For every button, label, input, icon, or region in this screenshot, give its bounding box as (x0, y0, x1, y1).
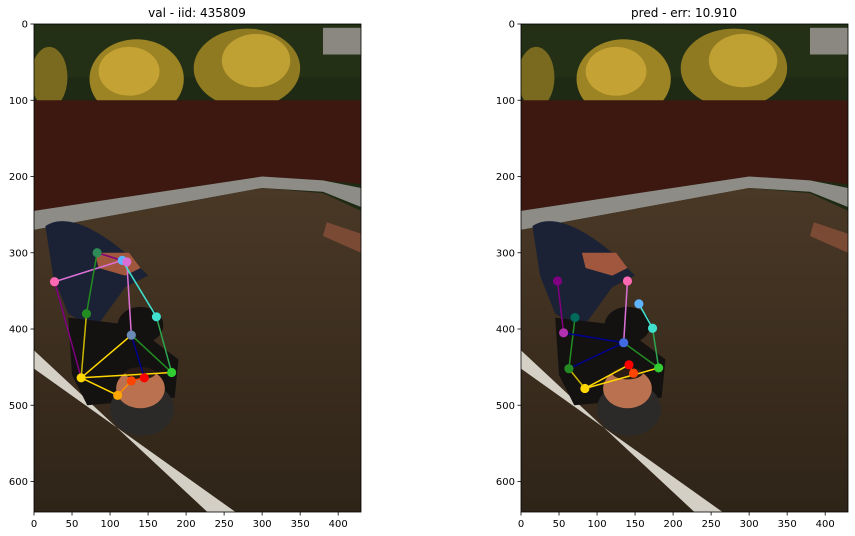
panel-pred-keypoints (552, 276, 664, 394)
panel-val-xtick-label-250: 250 (215, 519, 234, 530)
panel-val: val - iid: 435809 0 50 100 150 200 250 300 350 4… (9, 6, 362, 530)
panel-pred-bone-9 (568, 341, 625, 370)
panel-val-bone-14 (53, 280, 82, 379)
panel-pred-x-axis: 0 50 100 150 200 250 300 350 400 (518, 512, 835, 530)
panel-val-ytick-label-600: 600 (9, 477, 28, 488)
panel-pred-xtick-label-150: 150 (626, 519, 645, 530)
panel-val-frame (33, 23, 362, 513)
panel-val-xtick-label-300: 300 (253, 519, 272, 530)
panel-pred-title: pred - err: 10.910 (631, 6, 737, 20)
panel-val-y-axis: 0 100 200 300 400 500 600 (9, 20, 34, 488)
panel-pred-image (521, 24, 848, 512)
panel-val-keypoint-5 (81, 309, 92, 319)
panel-pred-keypoint-9 (654, 363, 664, 373)
panel-pred: pred - err: 10.910 0 50 100 150 200 250 300 350… (496, 6, 849, 530)
panel-val-keypoint-11 (126, 376, 136, 386)
panel-pred-xtick-label-50: 50 (553, 519, 566, 530)
panel-val-keypoint-9 (167, 367, 177, 378)
panel-pred-keypoint-1 (552, 276, 563, 286)
panel-pred-bone-8 (562, 332, 625, 344)
panel-pred-bone-10 (584, 364, 630, 390)
panel-pred-ytick-label-500: 500 (496, 401, 515, 412)
panel-val-xtick-label-350: 350 (291, 519, 310, 530)
panel-pred-keypoint-7 (619, 338, 629, 348)
panel-pred-ytick-label-200: 200 (496, 172, 515, 183)
panel-pred-xtick-label-0: 0 (518, 519, 524, 530)
panel-val-bone-2 (85, 251, 98, 315)
panel-val-keypoint-2 (92, 248, 102, 258)
panel-val-ytick-label-400: 400 (9, 325, 28, 336)
panel-val-ytick-label-500: 500 (9, 401, 28, 412)
panel-val-ytick-label-100: 100 (9, 96, 28, 107)
panel-val-keypoint-6 (151, 312, 161, 322)
panel-val-x-axis: 0 50 100 150 200 250 300 350 400 (31, 512, 348, 530)
panel-val-keypoints (49, 248, 177, 400)
panel-pred-frame (520, 23, 849, 513)
panel-pred-bone-2 (622, 280, 629, 344)
panel-pred-ytick-label-300: 300 (496, 248, 515, 259)
panel-pred-keypoint-6 (647, 323, 658, 333)
panel-val-xtick-label-0: 0 (31, 519, 37, 530)
panel-pred-y-axis: 0 100 200 300 400 500 600 (496, 20, 521, 488)
panel-val-bone-3 (126, 261, 133, 336)
panel-val-xtick-label-400: 400 (329, 519, 348, 530)
panel-pred-keypoint-10 (634, 299, 644, 309)
panel-pred-keypoint-12 (624, 360, 634, 370)
panel-val-keypoint-8 (76, 373, 86, 383)
panel-val-bone-0 (53, 259, 123, 283)
panel-val-bone-4 (121, 259, 158, 318)
panel-pred-keypoint-5 (564, 364, 574, 374)
panel-pred-bone-1 (568, 316, 576, 370)
panel-val-ytick-label-300: 300 (9, 248, 28, 259)
panel-pred-ytick-label-400: 400 (496, 325, 515, 336)
panel-pred-bone-0 (556, 280, 565, 334)
panel-pred-ytick-label-600: 600 (496, 477, 515, 488)
panel-val-keypoint-7 (126, 330, 136, 340)
panel-pred-xtick-label-350: 350 (778, 519, 797, 530)
panel-pred-bone-3 (638, 303, 654, 329)
panel-pred-keypoint-8 (580, 383, 590, 394)
panel-val-bone-10 (80, 377, 119, 397)
panel-val-xtick-label-50: 50 (66, 519, 79, 530)
panel-val-bone-7 (80, 371, 173, 379)
panel-pred-xtick-label-100: 100 (587, 519, 606, 530)
panel-pred-bone-6 (584, 367, 660, 390)
panel-val-bone-5 (155, 316, 173, 374)
panel-val-keypoint-1 (49, 277, 60, 287)
panel-pred-xtick-label-400: 400 (816, 519, 835, 530)
panel-pred-keypoint-4 (559, 328, 569, 338)
panel-pred-keypoint-3 (622, 276, 633, 286)
panel-pred-keypoint-2 (570, 312, 580, 323)
panel-pred-bone-7 (622, 341, 660, 369)
panel-pred-bone-4 (651, 327, 660, 369)
panel-pred-ytick-label-0: 0 (509, 20, 515, 31)
panel-val-keypoint-10 (113, 390, 123, 400)
panel-val-xtick-label-150: 150 (139, 519, 158, 530)
panel-pred-ytick-label-100: 100 (496, 96, 515, 107)
panel-val-ytick-label-200: 200 (9, 172, 28, 183)
panel-val-keypoint-4 (122, 257, 132, 267)
panel-val-xtick-label-100: 100 (100, 519, 119, 530)
panel-val-bone-6 (80, 312, 88, 379)
panel-pred-xtick-label-200: 200 (664, 519, 683, 530)
panel-pred-xtick-label-300: 300 (740, 519, 759, 530)
panel-pred-xtick-label-250: 250 (702, 519, 721, 530)
panel-val-title: val - iid: 435809 (148, 6, 246, 20)
panel-val-bone-9 (130, 334, 173, 374)
panel-val-xtick-label-200: 200 (177, 519, 196, 530)
panel-val-image (34, 24, 361, 512)
panel-val-keypoint-12 (139, 373, 149, 383)
panel-pred-keypoint-11 (628, 368, 639, 378)
panel-val-bone-8 (80, 334, 133, 379)
panel-val-bone-13 (130, 334, 146, 379)
panel-val-ytick-label-0: 0 (22, 20, 28, 31)
panel-pred-skeleton (556, 280, 660, 390)
